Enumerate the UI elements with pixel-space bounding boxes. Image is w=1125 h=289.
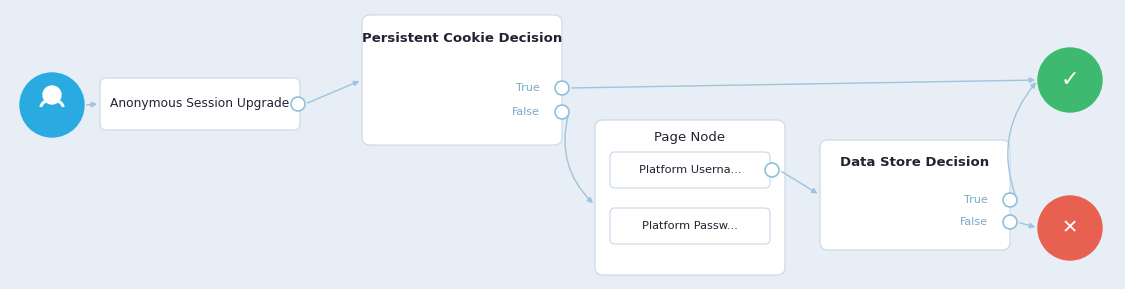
Text: Platform Passw...: Platform Passw... — [642, 221, 738, 231]
Text: Persistent Cookie Decision: Persistent Cookie Decision — [362, 32, 562, 45]
Circle shape — [43, 86, 61, 104]
Circle shape — [765, 163, 778, 177]
Text: Page Node: Page Node — [655, 131, 726, 144]
Circle shape — [1004, 193, 1017, 207]
FancyBboxPatch shape — [610, 152, 770, 188]
FancyBboxPatch shape — [820, 140, 1010, 250]
Circle shape — [555, 105, 569, 119]
Text: Platform Userna...: Platform Userna... — [639, 165, 741, 175]
Text: ✓: ✓ — [1061, 70, 1079, 90]
FancyBboxPatch shape — [362, 15, 562, 145]
Text: ✕: ✕ — [1062, 218, 1078, 238]
Text: True: True — [964, 195, 988, 205]
Circle shape — [291, 97, 305, 111]
Text: False: False — [960, 217, 988, 227]
Text: True: True — [516, 83, 540, 93]
FancyBboxPatch shape — [610, 208, 770, 244]
Text: Anonymous Session Upgrade: Anonymous Session Upgrade — [110, 97, 289, 110]
Circle shape — [20, 73, 84, 137]
Circle shape — [555, 81, 569, 95]
Circle shape — [1038, 196, 1102, 260]
FancyBboxPatch shape — [100, 78, 300, 130]
Circle shape — [1038, 48, 1102, 112]
Text: Data Store Decision: Data Store Decision — [840, 155, 990, 168]
FancyBboxPatch shape — [595, 120, 785, 275]
Text: False: False — [512, 107, 540, 117]
Circle shape — [1004, 215, 1017, 229]
